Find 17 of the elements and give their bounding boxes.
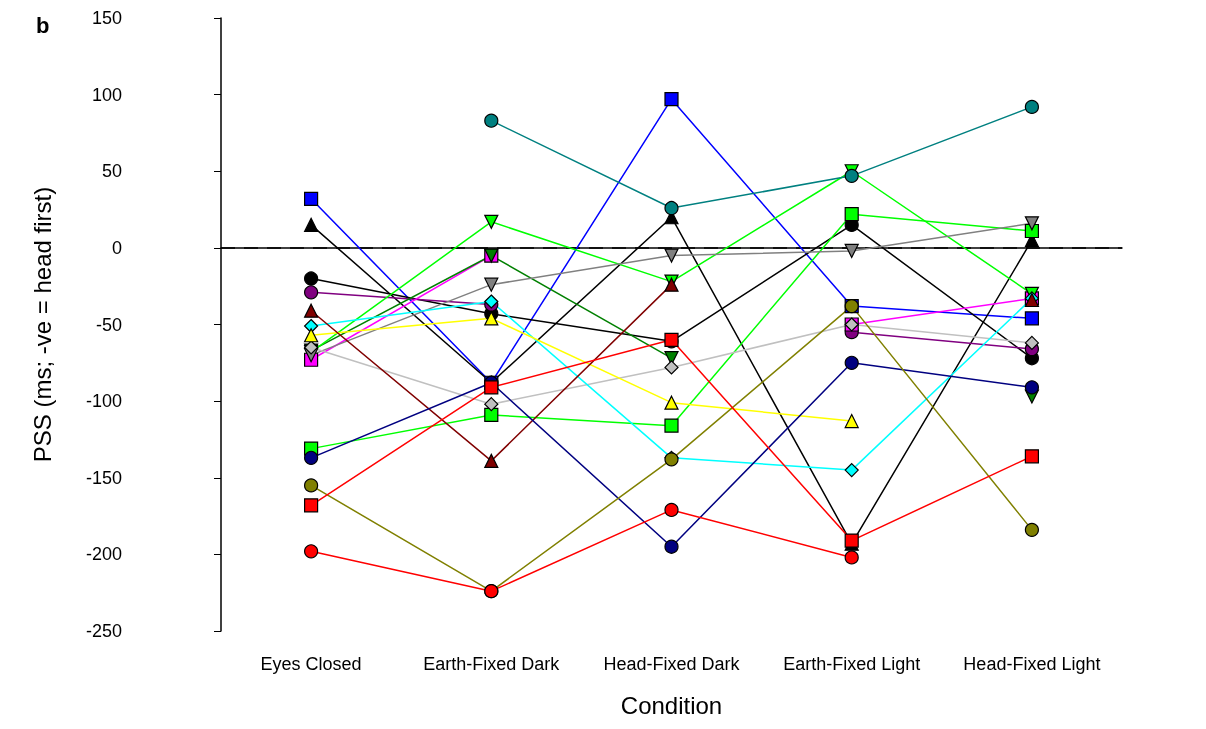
x-tick-label: Earth-Fixed Dark [423,654,561,674]
y-tick-label: -200 [85,544,122,565]
y-tick-label: -250 [85,621,122,641]
y-tick-label: -100 [85,391,122,412]
y-tick-label: -50 [95,314,122,335]
x-tick-label: Eyes Closed [260,654,362,674]
x-axis-title: Condition [620,691,723,719]
y-tick-label: 100 [91,84,122,105]
x-tick-label: Head-Fixed Dark [603,654,741,674]
y-tick-label: 150 [91,8,122,28]
text: b [36,12,50,38]
x-tick-label: Earth-Fixed Light [783,654,921,674]
x-tick-label: Head-Fixed Light [963,654,1101,674]
y-axis-title: PSS (ms; -ve = head first) [28,186,56,463]
y-tick-label: 50 [101,161,122,182]
y-tick-label: -150 [85,467,122,488]
y-tick-label: 0 [111,237,122,258]
